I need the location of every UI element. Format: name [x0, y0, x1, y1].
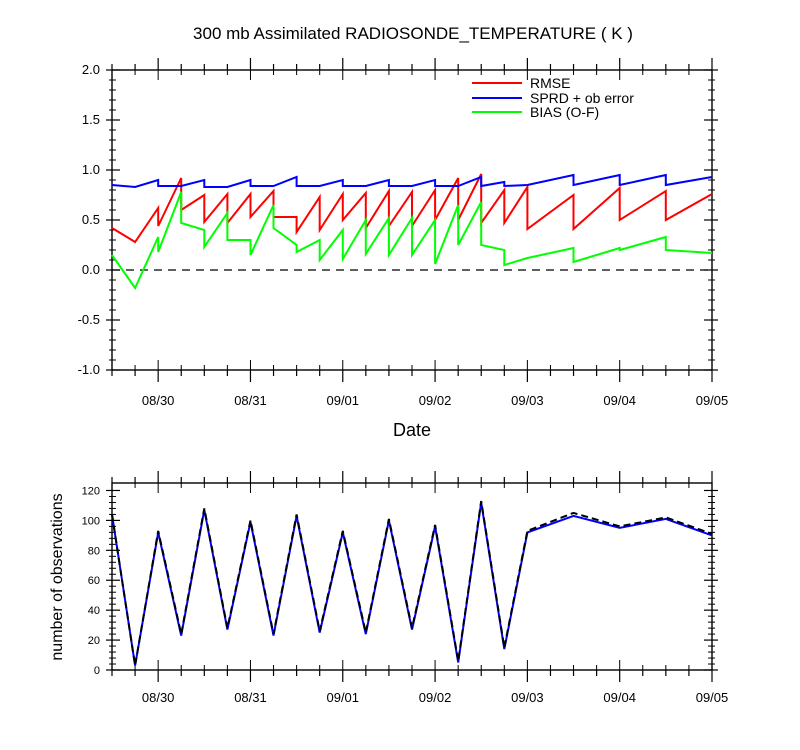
bottom-y-axis: 0 20 40 60 80 100 120 [82, 485, 718, 677]
series-line-sprd-ob-error [111, 173, 713, 189]
y-tick-label: 60 [88, 575, 100, 587]
x-tick-label: 09/05 [696, 393, 729, 408]
x-tick-label: 08/31 [234, 690, 267, 705]
y-tick-label: 0 [94, 665, 100, 677]
series-line-obs-possible [111, 500, 713, 666]
x-tick-label: 09/03 [511, 690, 544, 705]
x-tick-label: 09/02 [419, 690, 452, 705]
y-tick-label: 20 [88, 635, 100, 647]
y-tick-label: 0.5 [82, 212, 100, 227]
legend-rmse-label: RMSE [530, 75, 570, 91]
top-series-group [111, 173, 713, 291]
series-line-obs-used [111, 502, 713, 666]
bottom-plot-area: 0 20 40 60 80 100 120 08/30 08/31 09/01 09/02 09/0… [82, 471, 729, 705]
x-tick-label: 09/01 [326, 393, 359, 408]
y-tick-label: 100 [82, 515, 100, 527]
top-chart-title: 300 mb Assimilated RADIOSONDE_TEMPERATUR… [193, 24, 633, 43]
x-tick-label: 09/01 [326, 690, 359, 705]
legend-bias-label: BIAS (O-F) [530, 104, 599, 120]
x-tick-label: 09/04 [603, 393, 636, 408]
x-tick-label: 09/02 [419, 393, 452, 408]
bottom-x-axis: 08/30 08/31 09/01 09/02 09/03 09/04 09/05 [111, 471, 729, 705]
series-line-bias-o-f [111, 191, 713, 291]
x-tick-label: 08/30 [142, 690, 175, 705]
y-tick-label: 1.5 [82, 112, 100, 127]
y-tick-label: 0.0 [82, 262, 100, 277]
legend-sprd-label: SPRD + ob error [530, 90, 634, 106]
top-plot-area: -1.0-0.50.00.51.01.52.0 08/30 08/31 09/01 0… [78, 58, 729, 408]
top-x-axis: 08/30 08/31 09/01 09/02 09/03 09/04 09/05 [111, 58, 729, 408]
top-x-axis-label: Date [393, 420, 431, 440]
y-tick-label: -1.0 [78, 362, 100, 377]
y-tick-label: 120 [82, 485, 100, 497]
legend: RMSE SPRD + ob error BIAS (O-F) [472, 75, 634, 120]
x-tick-label: 09/05 [696, 690, 729, 705]
y-tick-label: 80 [88, 545, 100, 557]
bottom-series-group [111, 500, 713, 666]
bottom-plot-frame [111, 482, 713, 671]
x-tick-label: 08/31 [234, 393, 267, 408]
x-tick-label: 09/03 [511, 393, 544, 408]
x-tick-label: 08/30 [142, 393, 175, 408]
y-tick-label: 1.0 [82, 162, 100, 177]
bottom-y-axis-label: number of observations [49, 493, 66, 660]
top-y-axis: -1.0 -0.5 0.0 0.5 1.0 1.5 2.0 [78, 62, 718, 377]
y-tick-label: -0.5 [78, 312, 100, 327]
y-tick-label: 40 [88, 605, 100, 617]
y-tick-label: 2.0 [82, 62, 100, 77]
x-tick-label: 09/04 [603, 690, 636, 705]
